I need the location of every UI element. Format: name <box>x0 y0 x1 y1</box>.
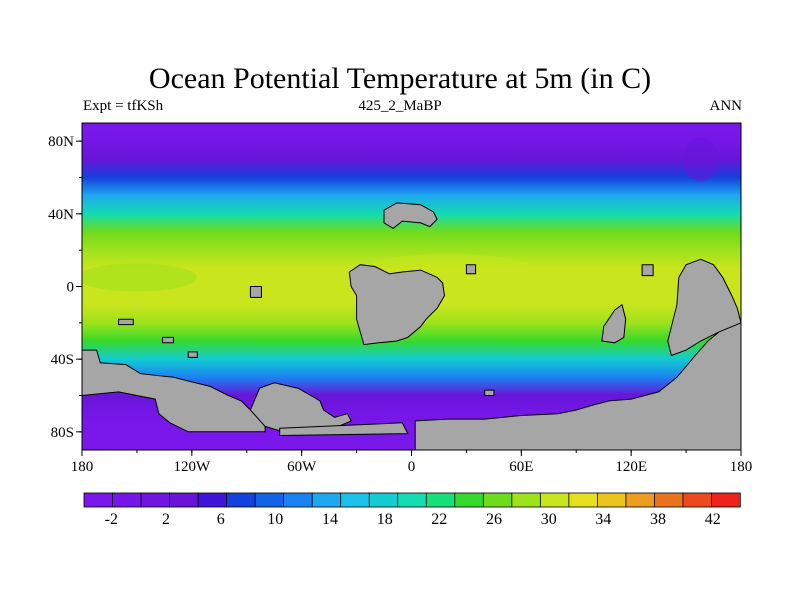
y-tick-label: 80S <box>51 425 74 441</box>
colorbar-swatch <box>625 492 656 508</box>
land-east-patch <box>641 264 654 277</box>
y-tick-label: 40N <box>48 207 74 223</box>
pacific-cool-tongue <box>82 263 197 292</box>
experiment-label: Expt = tfKSh <box>83 98 164 114</box>
colorbar-label: 22 <box>431 511 447 528</box>
colorbar-swatch <box>454 492 484 508</box>
colorbar-swatch <box>539 492 570 508</box>
x-tick-label: 0 <box>408 459 416 475</box>
colorbar-label: 10 <box>267 511 283 528</box>
colorbar-label: 34 <box>595 511 611 528</box>
colorbar-swatch <box>654 492 684 508</box>
colorbar-label: 42 <box>705 511 721 528</box>
land-small-isle-f <box>484 389 495 396</box>
colorbar-swatch <box>226 492 256 508</box>
x-tick-label: 180 <box>71 459 94 475</box>
colorbar-swatch <box>511 492 542 508</box>
land-small-isle-e <box>187 351 198 358</box>
colorbar-swatch <box>169 492 199 508</box>
colorbar-swatch <box>425 492 456 508</box>
x-tick-label: 180 <box>730 459 753 475</box>
colorbar-swatch <box>254 492 285 508</box>
colorbar-swatch <box>283 492 313 508</box>
axes: 180 120W 60W 0 60E 120E 180 80N 40N 0 40S 80S <box>48 134 752 475</box>
y-tick-label: 40S <box>51 352 74 368</box>
colorbar-swatch <box>83 492 114 508</box>
colorbar-label: 38 <box>650 511 666 528</box>
colorbar-label: 18 <box>377 511 393 528</box>
colorbar-swatch <box>711 492 741 508</box>
season-label: ANN <box>709 98 743 114</box>
land-mid-island <box>601 303 627 344</box>
north-pacific-cold-plume <box>682 137 719 182</box>
x-tick-label: 120W <box>173 459 211 475</box>
colorbar-swatch <box>568 492 599 508</box>
x-tick-label: 60E <box>509 459 533 475</box>
land-east-continent <box>667 258 741 357</box>
time-label: 425_2_MaBP <box>358 98 442 114</box>
colorbar-swatch <box>112 492 142 508</box>
colorbar: -2 2 6 10 14 18 22 26 30 34 38 42 <box>83 492 741 528</box>
land-africa-like <box>348 264 446 346</box>
x-tick-label: 120E <box>615 459 647 475</box>
land-small-isle-d <box>162 336 174 344</box>
colorbar-label: 6 <box>217 511 225 528</box>
land-north-island <box>383 202 438 230</box>
land-antarctic-strip <box>279 422 409 437</box>
colorbar-swatch <box>368 492 399 508</box>
colorbar-swatch <box>596 492 627 508</box>
colorbar-swatch <box>311 492 342 508</box>
colorbar-swatch <box>482 492 513 508</box>
colorbar-swatch <box>340 492 370 508</box>
x-tick-label: 60W <box>287 459 317 475</box>
colorbar-label: -2 <box>105 511 118 528</box>
colorbar-swatch <box>397 492 427 508</box>
land-mask <box>82 202 741 450</box>
colorbar-label: 14 <box>322 511 338 528</box>
chart-title: Ocean Potential Temperature at 5m (in C) <box>148 62 652 95</box>
colorbar-label: 26 <box>486 511 502 528</box>
y-tick-label: 80N <box>48 134 74 150</box>
colorbar-swatch <box>682 492 713 508</box>
land-small-isle-b <box>465 264 477 275</box>
colorbar-swatch <box>197 492 228 508</box>
land-small-isle-c <box>118 318 134 326</box>
y-tick-label: 0 <box>67 280 75 296</box>
colorbar-label: 30 <box>541 511 557 528</box>
land-small-isle-a <box>249 286 262 298</box>
colorbar-swatch <box>140 492 171 508</box>
colorbar-label: 2 <box>162 511 170 528</box>
